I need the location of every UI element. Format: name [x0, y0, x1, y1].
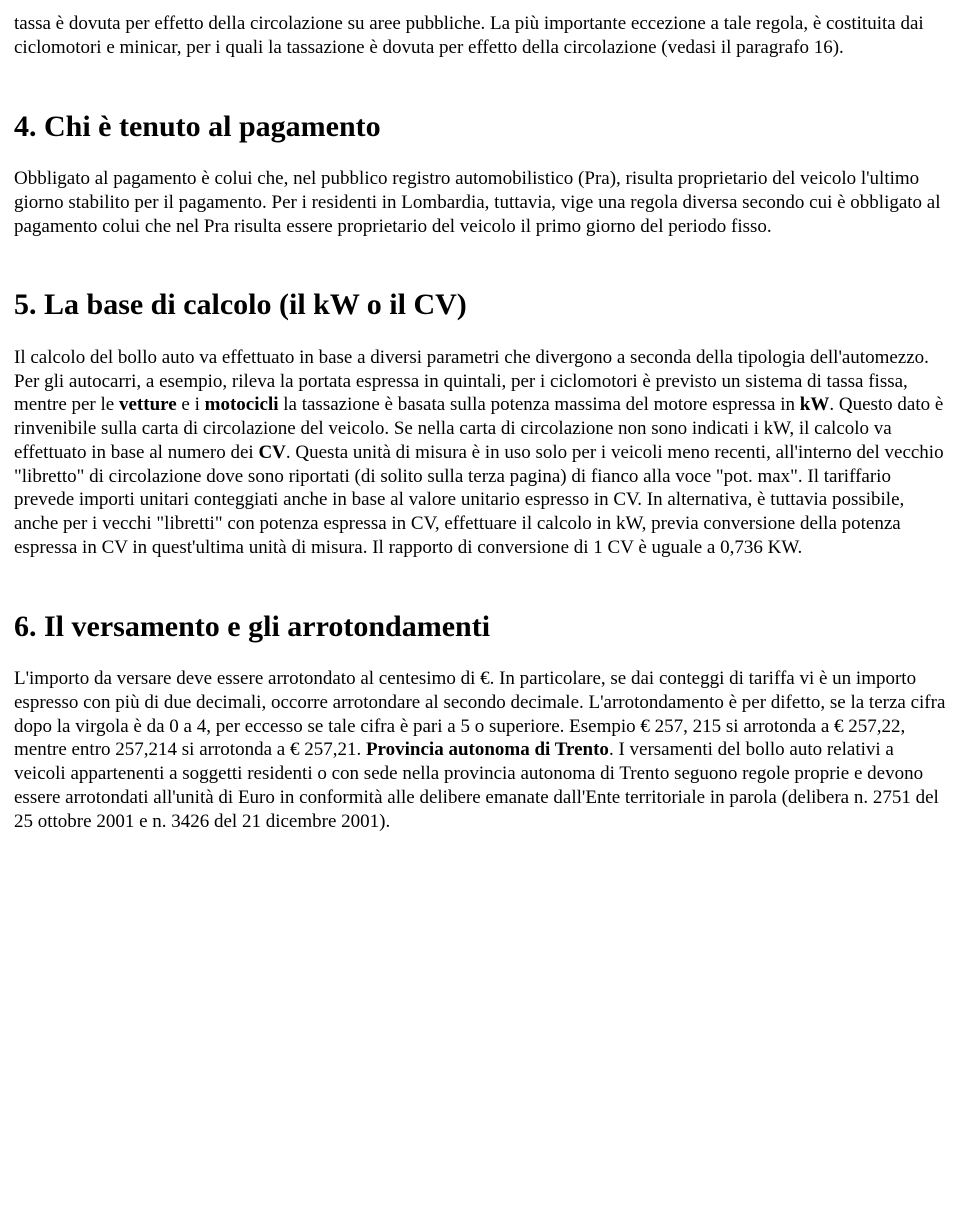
- section-5-bold-motocicli: motocicli: [205, 394, 279, 415]
- section-5-paragraph: Il calcolo del bollo auto va effettuato …: [14, 346, 946, 560]
- section-6-paragraph: L'importo da versare deve essere arroton…: [14, 667, 946, 833]
- section-5-bold-kw: kW: [800, 394, 830, 415]
- section-6-bold-trento: Provincia autonoma di Trento: [366, 739, 609, 760]
- intro-paragraph: tassa è dovuta per effetto della circola…: [14, 12, 946, 60]
- section-5-text-3: la tassazione è basata sulla potenza mas…: [279, 394, 800, 415]
- section-4-paragraph: Obbligato al pagamento è colui che, nel …: [14, 167, 946, 238]
- section-5-bold-vetture: vetture: [119, 394, 177, 415]
- section-5-bold-cv: CV: [258, 442, 285, 463]
- section-6-heading: 6. Il versamento e gli arrotondamenti: [14, 608, 946, 646]
- section-5-text-2: e i: [177, 394, 205, 415]
- section-4-heading: 4. Chi è tenuto al pagamento: [14, 108, 946, 146]
- section-5-heading: 5. La base di calcolo (il kW o il CV): [14, 286, 946, 324]
